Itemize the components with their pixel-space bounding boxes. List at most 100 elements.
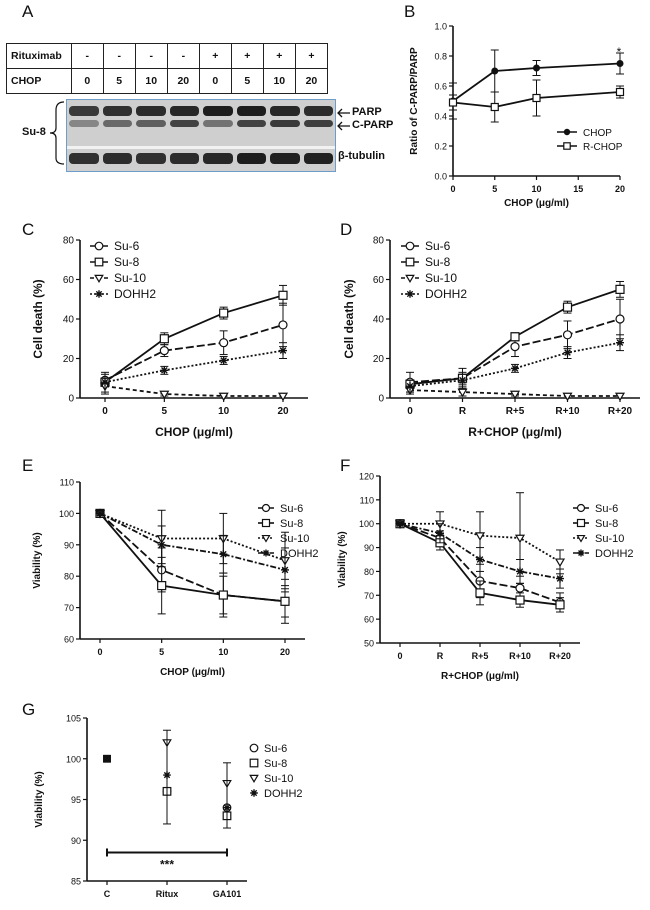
x-axis-label: R+CHOP (μg/ml) xyxy=(468,425,561,439)
y-tick-label: 70 xyxy=(64,603,74,613)
series-su-10 xyxy=(99,377,289,402)
data-point xyxy=(218,590,228,600)
data-point xyxy=(532,93,541,103)
series-dohh2 xyxy=(96,509,289,593)
legend-item-dohh2: DOHH2 xyxy=(258,548,319,560)
legend-item-r-chop: R-CHOP xyxy=(557,142,623,153)
cparp-label: C-PARP xyxy=(352,119,394,131)
tubulin-band xyxy=(136,153,166,164)
data-point xyxy=(562,302,573,312)
legend-item-dohh2: DOHH2 xyxy=(90,287,156,301)
data-point xyxy=(490,102,499,112)
rituximab-cell: - xyxy=(166,43,200,69)
legend-label: Su-6 xyxy=(264,743,287,755)
y-tick-label: 1.0 xyxy=(434,22,447,32)
tubulin-band xyxy=(203,153,233,164)
y-tick-label: 20 xyxy=(63,354,75,365)
x-tick-label: 10 xyxy=(531,184,541,194)
legend: Su-6 Su-8 Su-10 DOHH2 xyxy=(258,503,319,560)
x-tick-label: GA101 xyxy=(213,889,242,899)
data-point xyxy=(457,388,468,398)
data-point xyxy=(160,366,169,375)
y-tick-label: 100 xyxy=(359,519,374,529)
series-line xyxy=(104,349,284,384)
parp-band xyxy=(303,106,333,116)
legend-label: Su-6 xyxy=(280,503,303,515)
data-point xyxy=(556,574,564,583)
legend: Su-6 Su-8 Su-10 DOHH2 xyxy=(573,503,634,560)
series-line xyxy=(104,294,284,383)
series-line xyxy=(99,512,286,571)
rituximab-cell: - xyxy=(134,43,168,69)
y-tick-label: 0 xyxy=(68,394,74,405)
tubulin-band xyxy=(236,153,266,164)
legend: Su-6 Su-8 Su-10 DOHH2 xyxy=(249,743,303,800)
data-point xyxy=(219,356,228,365)
legend-label: DOHH2 xyxy=(595,548,634,560)
legend-item-su-8: Su-8 xyxy=(90,255,140,269)
x-tick-label: Ritux xyxy=(156,889,179,899)
series-su-6 xyxy=(405,298,625,393)
tubulin-band xyxy=(270,153,300,164)
legend-marker xyxy=(405,241,415,251)
legend-marker xyxy=(249,743,259,753)
legend-item-su-6: Su-6 xyxy=(90,239,140,253)
legend-label: DOHH2 xyxy=(280,548,319,560)
chart-c-cell-death-chop: 0 20 40 60 80 0 5 10 20 CHOP (μg/ml) Cell death (%… xyxy=(31,236,308,439)
legend-marker xyxy=(406,290,414,298)
chart-g-viability-antibodies: 85 90 95 100 105 C Ritux GA101 Viability (%) *** S… xyxy=(34,714,303,900)
x-tick-label: R+5 xyxy=(472,651,489,661)
tubulin-band xyxy=(69,153,99,164)
cparp-band xyxy=(169,120,199,127)
legend-label: Su-10 xyxy=(595,533,624,545)
data-point xyxy=(219,308,229,318)
series-line xyxy=(452,91,621,108)
y-tick-label: 0.0 xyxy=(434,172,447,182)
x-axis-label: CHOP (μg/ml) xyxy=(155,425,233,439)
y-tick-label: 105 xyxy=(66,714,81,724)
y-axis-label: Viability (%) xyxy=(34,771,45,828)
legend-label: Su-10 xyxy=(425,271,457,285)
parp-band xyxy=(203,106,233,116)
x-tick-label: 10 xyxy=(218,406,230,417)
legend-label: Su-8 xyxy=(264,758,287,770)
series-dohh2 xyxy=(101,342,287,393)
data-point xyxy=(159,390,170,400)
legend-marker xyxy=(249,774,259,783)
y-axis-label: Cell death (%) xyxy=(31,279,45,358)
series-line xyxy=(104,385,283,397)
y-tick-label: 80 xyxy=(373,236,385,247)
series-line xyxy=(99,512,286,562)
series-line xyxy=(99,512,286,603)
cparp-band xyxy=(136,120,166,127)
y-tick-label: 0.6 xyxy=(434,82,447,92)
data-point xyxy=(515,595,525,605)
cparp-arrow xyxy=(337,121,350,131)
significance-label: *** xyxy=(160,857,174,871)
series-dohh2 xyxy=(396,519,564,589)
parp-band xyxy=(270,106,300,116)
x-tick-label: 20 xyxy=(615,184,625,194)
y-tick-label: 80 xyxy=(64,572,74,582)
legend-marker xyxy=(577,549,585,557)
x-axis-label: CHOP (μg/ml) xyxy=(504,198,569,209)
chop-cell: 20 xyxy=(294,68,329,94)
data-point xyxy=(615,284,625,294)
data-point xyxy=(436,529,444,538)
data-point xyxy=(554,558,566,568)
cparp-band xyxy=(236,120,266,127)
data-point xyxy=(475,588,485,598)
y-tick-label: 85 xyxy=(71,877,81,887)
legend-item-dohh2: DOHH2 xyxy=(401,287,467,301)
x-tick-label: R+10 xyxy=(555,406,580,417)
data-point xyxy=(511,364,519,373)
data-point xyxy=(279,346,287,355)
cparp-band xyxy=(270,120,300,127)
data-point xyxy=(278,320,288,330)
legend-item-su-8: Su-8 xyxy=(249,758,287,770)
x-tick-label: 0 xyxy=(407,406,413,417)
legend-label: DOHH2 xyxy=(425,287,467,301)
legend-marker xyxy=(249,758,259,768)
legend-marker xyxy=(576,534,586,543)
series-line xyxy=(104,324,284,382)
